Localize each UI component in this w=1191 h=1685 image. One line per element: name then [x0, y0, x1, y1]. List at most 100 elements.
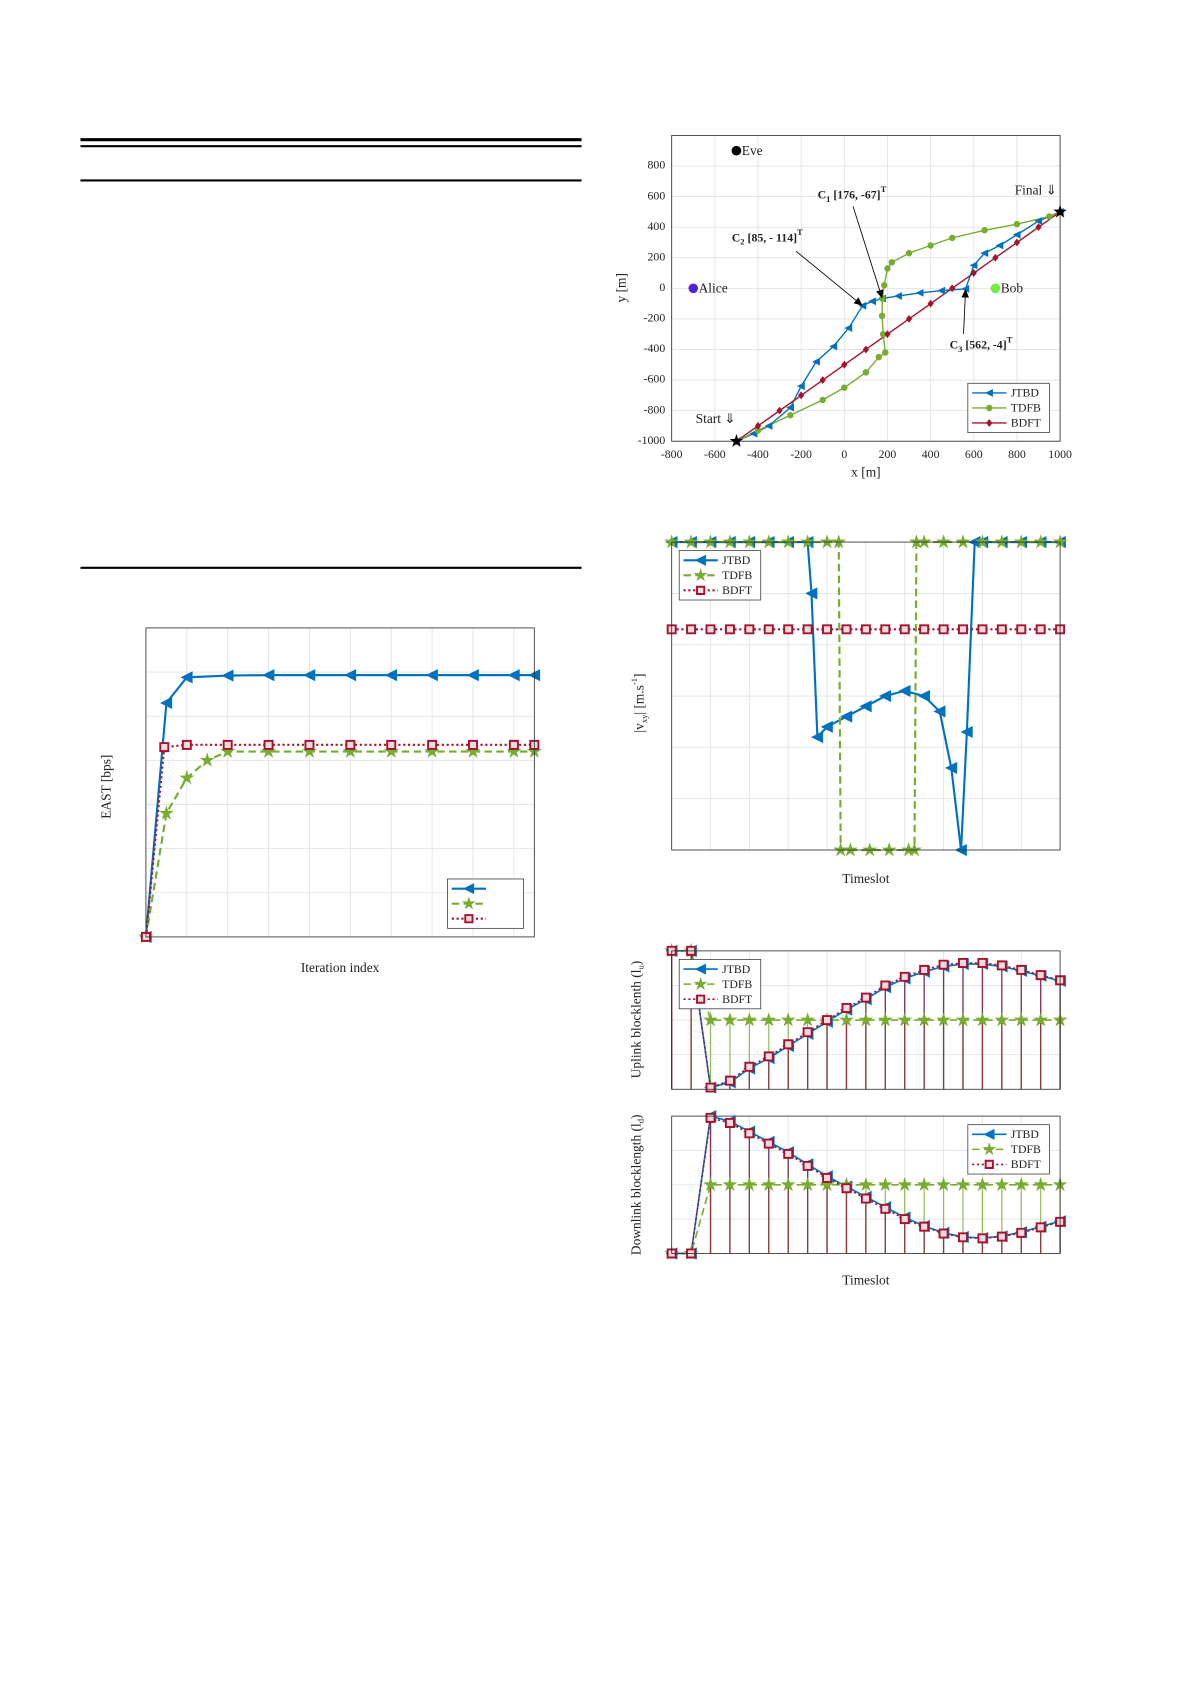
- marker: [787, 411, 794, 419]
- marker: [705, 1082, 716, 1093]
- marker: [937, 286, 946, 295]
- legend-marker: [696, 994, 706, 1004]
- legend-label: TDFB: [1011, 401, 1041, 415]
- marker: [780, 534, 796, 549]
- y-axis-label: Uplink blocklenth (lu): [628, 961, 645, 1079]
- x-axis-label: Iteration index: [301, 960, 380, 975]
- legend-marker: [694, 963, 706, 975]
- marker: [974, 1012, 990, 1027]
- marker: [705, 1112, 716, 1123]
- plot-frame: [671, 134, 1061, 442]
- annotation: C2 [85, - 114]T: [732, 227, 803, 247]
- marker: [741, 534, 757, 549]
- endpoint: [1053, 204, 1067, 218]
- x-tick-label: 200: [879, 447, 897, 461]
- marker: [761, 1176, 777, 1192]
- marker: [916, 534, 932, 549]
- arrow-head: [961, 288, 969, 298]
- label-part: ): [628, 1114, 643, 1118]
- marker: [831, 534, 847, 549]
- marker: [722, 1176, 738, 1192]
- marker: [858, 1012, 874, 1027]
- marker: [996, 1231, 1007, 1242]
- label-part: T: [1007, 334, 1013, 344]
- legend-marker: [694, 554, 706, 566]
- label-part: u: [636, 965, 646, 970]
- marker: [899, 971, 910, 982]
- marker: [744, 1061, 755, 1072]
- marker: [906, 842, 922, 857]
- marker: [468, 739, 479, 750]
- marker: [776, 406, 783, 415]
- marker: [977, 1233, 988, 1244]
- label-part: C: [732, 230, 741, 244]
- marker: [938, 959, 949, 970]
- marker: [344, 669, 357, 682]
- marker: [927, 242, 934, 249]
- marker: [948, 234, 956, 242]
- legend-label: BDFT: [1011, 416, 1042, 430]
- marker: [181, 739, 192, 750]
- marker: [754, 427, 762, 434]
- plot-frame: [671, 1115, 1061, 1254]
- legend-marker: [693, 568, 708, 582]
- endpoint: [729, 433, 744, 448]
- marker: [858, 1176, 874, 1192]
- marker: [905, 314, 913, 323]
- marker: [933, 705, 946, 718]
- point-label: Alice: [699, 280, 728, 295]
- marker: [160, 696, 173, 710]
- y-axis-label: |vxy| [m.s-1]: [629, 673, 649, 732]
- legend-marker: [986, 404, 993, 412]
- marker: [884, 265, 891, 272]
- marker: [802, 624, 813, 635]
- marker: [916, 1012, 932, 1027]
- marker: [812, 357, 820, 366]
- marker: [724, 624, 735, 635]
- marker: [1046, 213, 1053, 220]
- marker: [1033, 534, 1049, 549]
- marker: [386, 739, 397, 750]
- marker: [844, 324, 853, 332]
- legend-marker: [462, 896, 476, 910]
- marker: [868, 297, 877, 306]
- arrow-head: [853, 297, 863, 306]
- label-part: C: [950, 337, 959, 351]
- label-part: 1: [826, 194, 830, 204]
- marker: [262, 669, 275, 682]
- marker: [996, 960, 1007, 971]
- x-tick-label: 0: [841, 447, 847, 461]
- marker: [763, 1138, 774, 1149]
- marker: [955, 534, 971, 549]
- legend-marker: [463, 883, 475, 895]
- marker: [958, 1232, 968, 1243]
- marker: [744, 1128, 755, 1139]
- marker: [303, 669, 316, 682]
- marker: [860, 624, 871, 635]
- marker: [722, 534, 738, 549]
- legend-label: TDFB: [1011, 1142, 1041, 1156]
- marker: [938, 1228, 949, 1239]
- marker: [1016, 964, 1027, 975]
- x-tick-label: 600: [965, 447, 983, 461]
- marker: [724, 1117, 735, 1128]
- marker: [798, 391, 805, 400]
- marker: [819, 376, 826, 384]
- marker: [1033, 1012, 1049, 1027]
- marker: [466, 669, 479, 682]
- marker: [1013, 238, 1021, 247]
- label-part: d: [636, 1118, 646, 1123]
- marker: [1035, 223, 1042, 232]
- marker: [969, 261, 978, 270]
- marker: [763, 624, 774, 635]
- marker: [761, 534, 777, 549]
- marker: [974, 1176, 990, 1192]
- final-label: Final ⇓: [1015, 183, 1057, 198]
- y-tick-label: 200: [648, 249, 666, 263]
- marker: [878, 689, 892, 703]
- marker: [1012, 230, 1021, 239]
- label-part: [562, -4]: [962, 337, 1006, 351]
- label-part: Downlink blocklength (l: [628, 1123, 643, 1255]
- legend-marker: [696, 585, 706, 595]
